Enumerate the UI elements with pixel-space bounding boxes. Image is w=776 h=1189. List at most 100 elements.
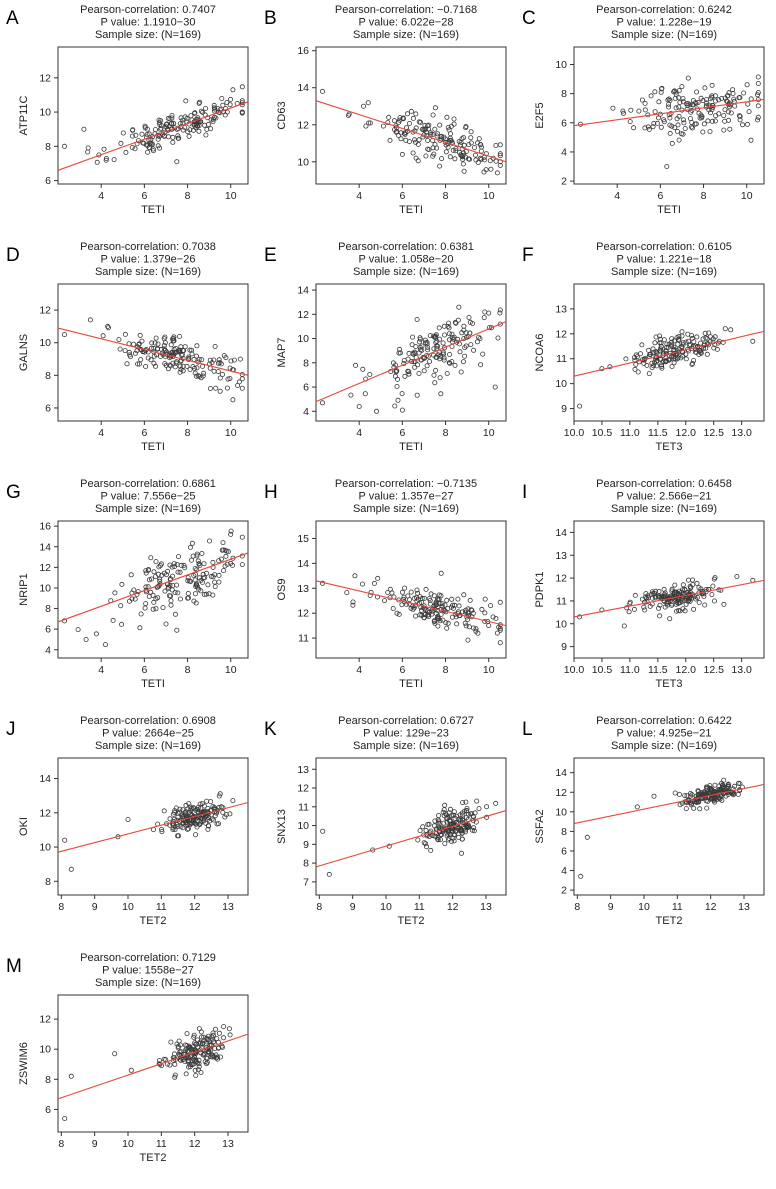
data-point bbox=[710, 339, 716, 345]
y-tick-label: 4 bbox=[561, 865, 567, 877]
data-point bbox=[432, 380, 438, 386]
y-axis-label: ZSWIM6 bbox=[18, 1042, 30, 1085]
data-point bbox=[755, 117, 761, 123]
data-point bbox=[181, 562, 187, 568]
data-point bbox=[191, 356, 197, 362]
data-point bbox=[136, 341, 142, 347]
data-point bbox=[197, 99, 203, 105]
data-point bbox=[486, 623, 492, 629]
data-point bbox=[446, 360, 452, 366]
data-point bbox=[416, 339, 422, 345]
data-point bbox=[228, 96, 234, 102]
data-point bbox=[713, 98, 719, 104]
data-point bbox=[442, 139, 448, 145]
data-point bbox=[170, 827, 176, 833]
data-point bbox=[488, 603, 494, 609]
stat-line: Pearson-correlation: 0.6861 bbox=[80, 478, 216, 490]
stat-line: P value: 1.379e−26 bbox=[101, 254, 196, 266]
data-point bbox=[497, 321, 503, 327]
data-point bbox=[185, 591, 191, 597]
data-point bbox=[655, 594, 661, 600]
data-point bbox=[469, 827, 475, 833]
data-point bbox=[174, 582, 180, 588]
data-point bbox=[206, 591, 212, 597]
data-point bbox=[163, 621, 169, 627]
stat-line: Sample size: (N=169) bbox=[95, 266, 201, 278]
data-point bbox=[714, 346, 720, 352]
data-point bbox=[425, 123, 431, 129]
data-point bbox=[493, 142, 499, 148]
data-point bbox=[443, 620, 449, 626]
data-point bbox=[451, 116, 457, 122]
data-point bbox=[156, 134, 162, 140]
data-point bbox=[402, 585, 408, 591]
data-point bbox=[174, 627, 180, 633]
data-point bbox=[497, 142, 503, 148]
data-point bbox=[444, 815, 450, 821]
y-tick-label: 12 bbox=[297, 783, 309, 795]
x-axis-label: TETI bbox=[399, 204, 423, 216]
x-tick-label: 12 bbox=[447, 901, 459, 913]
data-point bbox=[195, 809, 201, 815]
data-point bbox=[484, 804, 490, 810]
data-point bbox=[430, 352, 436, 358]
data-point bbox=[153, 335, 159, 341]
stat-line: P value: 1.058e−20 bbox=[359, 254, 454, 266]
data-point bbox=[230, 798, 236, 804]
data-point bbox=[423, 827, 429, 833]
data-point bbox=[730, 91, 736, 97]
y-tick-label: 12 bbox=[555, 787, 567, 799]
x-tick-label: 6 bbox=[399, 190, 405, 202]
plot-area bbox=[315, 283, 507, 422]
data-point bbox=[699, 115, 705, 121]
y-tick-label: 9 bbox=[303, 839, 309, 851]
data-point bbox=[199, 357, 205, 363]
data-point bbox=[193, 832, 199, 838]
data-point bbox=[230, 397, 236, 403]
data-point bbox=[385, 590, 391, 596]
data-point bbox=[456, 817, 462, 823]
data-point bbox=[85, 149, 91, 155]
stat-line: Sample size: (N=169) bbox=[611, 29, 717, 41]
data-point bbox=[473, 819, 479, 825]
data-point bbox=[632, 366, 638, 372]
plot-area bbox=[573, 520, 765, 659]
data-point bbox=[429, 832, 435, 838]
data-point bbox=[453, 320, 459, 326]
plot-area bbox=[57, 46, 249, 185]
panel-letter: K bbox=[264, 719, 277, 740]
y-axis-label: ATP11C bbox=[18, 95, 30, 135]
data-point bbox=[178, 1049, 184, 1055]
x-tick-label: 4 bbox=[614, 190, 620, 202]
stat-line: Pearson-correlation: 0.6422 bbox=[596, 715, 732, 727]
data-point bbox=[652, 340, 658, 346]
data-point bbox=[185, 575, 191, 581]
stat-line: P value: 2.566e−21 bbox=[617, 491, 712, 503]
data-point bbox=[459, 830, 465, 836]
data-point bbox=[445, 323, 451, 329]
data-point bbox=[221, 1024, 227, 1030]
data-point bbox=[175, 814, 181, 820]
data-point bbox=[396, 119, 402, 125]
data-point bbox=[141, 140, 147, 146]
data-point bbox=[642, 125, 648, 131]
data-point bbox=[497, 310, 503, 316]
data-point bbox=[396, 132, 402, 138]
data-point bbox=[353, 362, 359, 368]
data-point bbox=[202, 809, 208, 815]
stat-line: Pearson-correlation: −0.7168 bbox=[335, 4, 477, 16]
data-point bbox=[213, 115, 219, 121]
data-point bbox=[650, 346, 656, 352]
data-point bbox=[439, 156, 445, 162]
y-tick-label: 8 bbox=[561, 826, 567, 838]
data-point bbox=[217, 375, 223, 381]
data-point bbox=[445, 828, 451, 834]
stat-line: P value: 1.1910−30 bbox=[101, 17, 196, 29]
data-point bbox=[416, 119, 422, 125]
data-point bbox=[674, 335, 680, 341]
data-point bbox=[680, 340, 686, 346]
data-point bbox=[170, 360, 176, 366]
data-point bbox=[466, 624, 472, 630]
data-point bbox=[460, 161, 466, 167]
y-tick-label: 16 bbox=[39, 521, 51, 533]
